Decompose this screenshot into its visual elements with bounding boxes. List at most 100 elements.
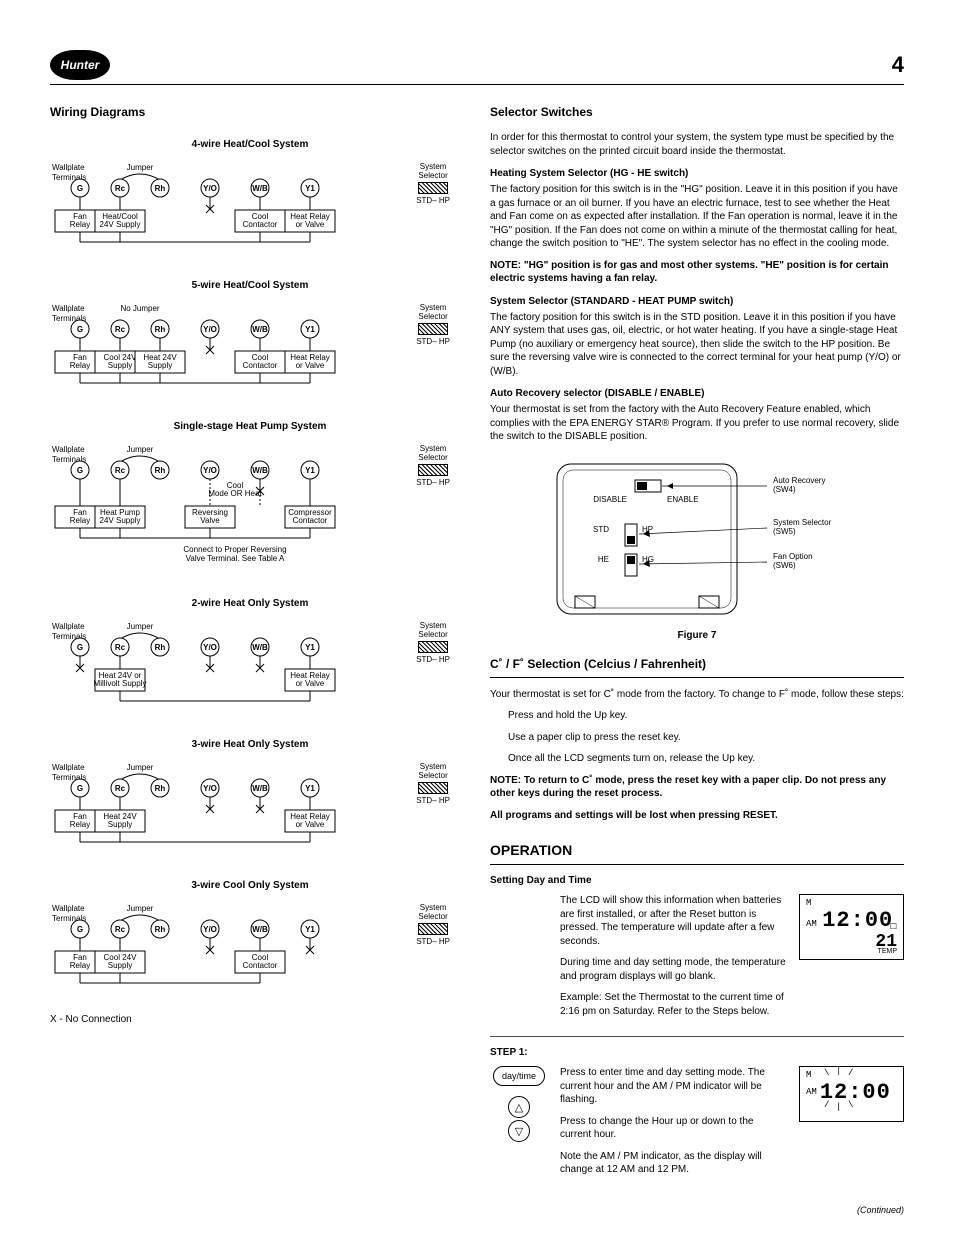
fig7-fan-option-label: Fan Option(SW6)	[773, 552, 813, 570]
diagram-title: 3-wire Heat Only System	[50, 739, 450, 750]
svg-text:Millivolt Supply: Millivolt Supply	[94, 679, 147, 688]
system-selector-indicator: SystemSelectorSTD– HP	[416, 762, 450, 805]
svg-text:G: G	[77, 784, 83, 793]
svg-text:or Valve: or Valve	[296, 220, 325, 229]
cf-warn: All programs and settings will be lost w…	[490, 809, 904, 823]
selector-intro: In order for this thermostat to control …	[490, 131, 904, 158]
svg-text:Supply: Supply	[108, 820, 132, 829]
svg-text:Y/O: Y/O	[203, 325, 217, 334]
svg-text:Connect to Proper Reversing: Connect to Proper Reversing	[183, 545, 286, 554]
svg-text:Y/O: Y/O	[203, 784, 217, 793]
svg-text:or Valve: or Valve	[296, 820, 325, 829]
cf-intro: Your thermostat is set for C˚ mode from …	[490, 688, 904, 702]
system-selector-indicator: SystemSelectorSTD– HP	[416, 303, 450, 346]
svg-text:STD: STD	[593, 525, 609, 534]
svg-text:Supply: Supply	[108, 361, 132, 370]
lcd-display-1: M AM 12:00 ☐ 21 TEMP	[799, 894, 904, 960]
up-button[interactable]: △	[508, 1096, 530, 1118]
step1-p2: Press to change the Hour up or down to t…	[560, 1115, 787, 1142]
svg-text:Y1: Y1	[305, 925, 315, 934]
selector-switches-heading: Selector Switches	[490, 105, 904, 119]
right-column: Selector Switches In order for this ther…	[490, 105, 904, 1185]
system-selector-indicator: SystemSelectorSTD– HP	[416, 162, 450, 205]
setting-day-time-heading: Setting Day and Time	[490, 875, 904, 886]
svg-text:Wallplate: Wallplate	[52, 622, 85, 631]
diagram-title: 5-wire Heat/Cool System	[50, 280, 450, 291]
svg-text:or Valve: or Valve	[296, 679, 325, 688]
svg-text:Rc: Rc	[115, 466, 126, 475]
svg-text:Wallplate: Wallplate	[52, 763, 85, 772]
figure7-caption: Figure 7	[490, 630, 904, 641]
svg-text:ENABLE: ENABLE	[667, 495, 699, 504]
system-selector-indicator: SystemSelectorSTD– HP	[416, 444, 450, 487]
svg-text:24V Supply: 24V Supply	[100, 220, 141, 229]
down-button[interactable]: ▽	[508, 1120, 530, 1142]
svg-text:HE: HE	[598, 555, 609, 564]
svg-text:W/B: W/B	[252, 643, 268, 652]
svg-text:Contactor: Contactor	[293, 516, 328, 525]
svg-text:Rc: Rc	[115, 325, 126, 334]
svg-text:Rh: Rh	[155, 466, 166, 475]
step1-heading: STEP 1:	[490, 1047, 904, 1058]
cf-step-3: Once all the LCD segments turn on, relea…	[508, 752, 904, 766]
svg-text:Jumper: Jumper	[127, 904, 154, 913]
continued-label: (Continued)	[857, 1205, 904, 1215]
svg-text:Rh: Rh	[155, 184, 166, 193]
system-selector-indicator: SystemSelectorSTD– HP	[416, 621, 450, 664]
step1-p1: Press to enter time and day setting mode…	[560, 1066, 787, 1107]
operation-heading: OPERATION	[490, 842, 904, 858]
svg-text:Rh: Rh	[155, 784, 166, 793]
hg-he-heading: Heating System Selector (HG - HE switch)	[490, 168, 904, 179]
svg-text:W/B: W/B	[252, 184, 268, 193]
diagram-title: 2-wire Heat Only System	[50, 598, 450, 609]
page-number: 4	[892, 52, 904, 78]
svg-text:Valve: Valve	[200, 516, 220, 525]
svg-text:Y1: Y1	[305, 784, 315, 793]
svg-text:W/B: W/B	[252, 325, 268, 334]
wiring-diagram: SystemSelectorSTD– HPWallplateTerminalsJ…	[50, 440, 450, 578]
hunter-logo: Hunter	[50, 50, 110, 80]
svg-text:Rc: Rc	[115, 925, 126, 934]
svg-text:Y1: Y1	[305, 643, 315, 652]
svg-text:Relay: Relay	[70, 820, 90, 829]
svg-text:Y/O: Y/O	[203, 643, 217, 652]
svg-text:Rc: Rc	[115, 184, 126, 193]
auto-rec-body: Your thermostat is set from the factory …	[490, 403, 904, 444]
sys-sel-body: The factory position for this switch is …	[490, 311, 904, 379]
svg-text:W/B: W/B	[252, 925, 268, 934]
svg-text:Jumper: Jumper	[127, 445, 154, 454]
set-dt-p2: During time and day setting mode, the te…	[560, 956, 787, 983]
svg-text:Jumper: Jumper	[127, 163, 154, 172]
svg-text:Valve Terminal. See Table A: Valve Terminal. See Table A	[186, 554, 285, 563]
wiring-diagram: SystemSelectorSTD– HPWallplateTerminalsJ…	[50, 158, 450, 260]
day-time-button[interactable]: day/time	[493, 1066, 545, 1086]
svg-text:G: G	[77, 925, 83, 934]
wiring-diagram: SystemSelectorSTD– HPWallplateTerminalsJ…	[50, 899, 450, 1001]
svg-text:Wallplate: Wallplate	[52, 904, 85, 913]
diagram-title: Single-stage Heat Pump System	[50, 421, 450, 432]
no-connection-note: X - No Connection	[50, 1013, 450, 1027]
left-column: Wiring Diagrams 4-wire Heat/Cool SystemS…	[50, 105, 450, 1185]
cf-note: NOTE: To return to C˚ mode, press the re…	[490, 774, 904, 801]
svg-text:Y1: Y1	[305, 184, 315, 193]
svg-text:Rc: Rc	[115, 643, 126, 652]
diagram-title: 3-wire Cool Only System	[50, 880, 450, 891]
auto-rec-heading: Auto Recovery selector (DISABLE / ENABLE…	[490, 388, 904, 399]
wiring-diagram: SystemSelectorSTD– HPWallplateTerminalsJ…	[50, 617, 450, 719]
svg-text:Supply: Supply	[148, 361, 172, 370]
svg-text:Y/O: Y/O	[203, 925, 217, 934]
svg-text:Contactor: Contactor	[243, 361, 278, 370]
svg-text:24V Supply: 24V Supply	[100, 516, 141, 525]
page-header: Hunter 4	[50, 50, 904, 85]
svg-text:Wallplate: Wallplate	[52, 163, 85, 172]
wiring-diagrams-heading: Wiring Diagrams	[50, 105, 450, 119]
set-dt-p1: The LCD will show this information when …	[560, 894, 787, 948]
svg-text:Y1: Y1	[305, 466, 315, 475]
cf-heading: C˚ / F˚ Selection (Celcius / Fahrenheit)	[490, 657, 904, 671]
system-selector-indicator: SystemSelectorSTD– HP	[416, 903, 450, 946]
cf-step-2: Use a paper clip to press the reset key.	[508, 731, 904, 745]
fig7-auto-recovery-label: Auto Recovery(SW4)	[773, 476, 825, 494]
svg-text:Supply: Supply	[108, 961, 132, 970]
svg-text:Rh: Rh	[155, 325, 166, 334]
fig7-system-selector-label: System Selector(SW5)	[773, 518, 832, 536]
